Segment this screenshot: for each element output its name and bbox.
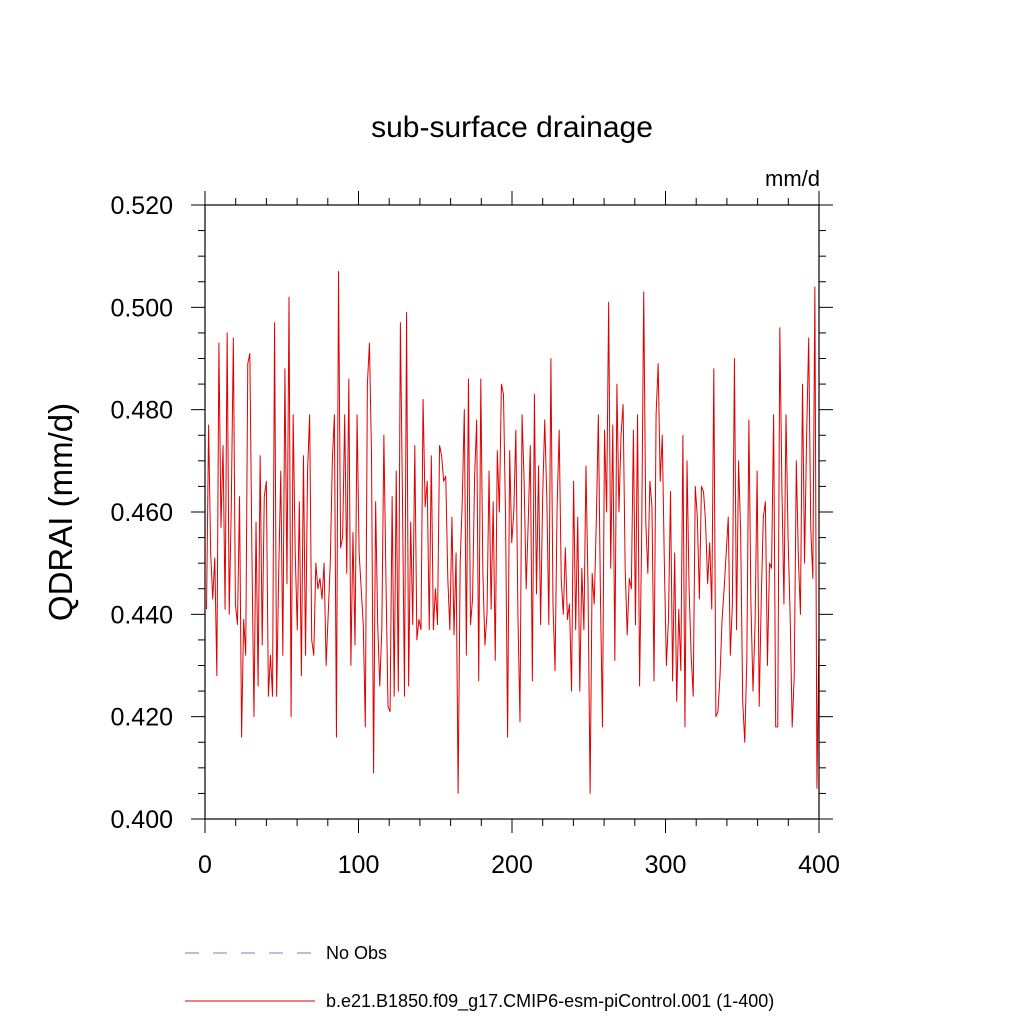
y-tick-label: 0.400 xyxy=(110,806,173,834)
y-tick-label: 0.460 xyxy=(110,499,173,527)
x-tick-label: 0 xyxy=(198,851,212,879)
plot-frame xyxy=(204,204,820,820)
y-tick-label: 0.440 xyxy=(110,601,173,629)
x-tick-label: 400 xyxy=(798,851,840,879)
y-axis-label: QDRAI (mm/d) xyxy=(42,403,79,621)
x-tick-label: 200 xyxy=(491,851,533,879)
y-tick-label: 0.500 xyxy=(110,294,173,322)
series-line-0 xyxy=(206,271,820,794)
series-layer xyxy=(206,271,820,794)
axis-tick-labels: 0 100 200 300 400 0.400 0.420 0.440 0.460 0.480 0.… xyxy=(110,192,839,879)
legend: No Obs b.e21.B1850.f09_g17.CMIP6-esm-piC… xyxy=(185,943,774,1012)
legend-label-no-obs: No Obs xyxy=(326,943,387,963)
x-tick-label: 300 xyxy=(645,851,687,879)
legend-label-model: b.e21.B1850.f09_g17.CMIP6-esm-piControl.… xyxy=(326,991,774,1012)
axis-ticks xyxy=(191,191,833,833)
x-tick-label: 100 xyxy=(338,851,380,879)
units-label: mm/d xyxy=(765,166,820,191)
y-tick-label: 0.420 xyxy=(110,704,173,732)
y-tick-label: 0.520 xyxy=(110,192,173,220)
chart-title: sub-surface drainage xyxy=(371,111,653,144)
y-tick-label: 0.480 xyxy=(110,397,173,425)
